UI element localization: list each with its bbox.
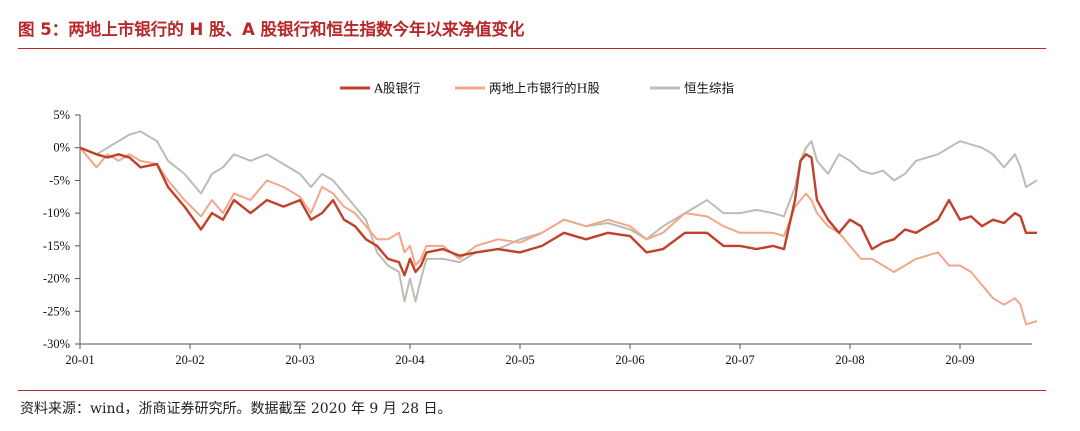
y-tick-label: -15% xyxy=(43,239,70,253)
source-note: 资料来源：wind，浙商证券研究所。数据截至 2020 年 9 月 28 日。 xyxy=(20,401,452,417)
y-tick-label: -10% xyxy=(43,206,70,220)
series-lines xyxy=(79,130,1038,326)
x-tick-label: 20-02 xyxy=(175,353,204,367)
y-axis: 5% 0% -5% -10% -15% -20% -25% -30% xyxy=(43,108,81,351)
y-tick-label: 0% xyxy=(53,141,70,155)
x-tick-label: 20-08 xyxy=(835,353,864,367)
chart: A股银行 两地上市银行的H股 恒生综指 5% 0% -5% -10% -15% -20% -25… xyxy=(43,81,1038,367)
series-line-1 xyxy=(79,147,1038,326)
y-tick-label: -25% xyxy=(43,304,70,318)
page-title: 图 5：两地上市银行的 H 股、A 股银行和恒生指数今年以来净值变化 xyxy=(18,20,525,39)
legend-label: 恒生综指 xyxy=(684,81,734,96)
x-tick-label: 20-09 xyxy=(945,353,974,367)
series-line-0 xyxy=(79,146,1037,277)
y-tick-label: 5% xyxy=(53,108,70,122)
legend-label: A股银行 xyxy=(373,81,421,96)
x-axis: 20-01 20-02 20-03 20-04 20-05 20-06 20-07 20-08… xyxy=(65,343,1032,367)
x-tick-label: 20-05 xyxy=(505,353,534,367)
x-tick-label: 20-07 xyxy=(725,353,754,367)
y-tick-label: -20% xyxy=(43,272,70,286)
x-tick-label: 20-04 xyxy=(395,353,425,367)
x-tick-label: 20-01 xyxy=(65,353,94,367)
legend: A股银行 两地上市银行的H股 恒生综指 xyxy=(340,81,734,96)
x-tick-label: 20-03 xyxy=(285,353,314,367)
x-tick-label: 20-06 xyxy=(615,353,644,367)
source-divider xyxy=(18,390,1046,391)
legend-label: 两地上市银行的H股 xyxy=(489,81,600,96)
title-divider xyxy=(18,48,1046,49)
y-tick-label: -5% xyxy=(49,173,70,187)
y-tick-label: -30% xyxy=(43,337,70,351)
